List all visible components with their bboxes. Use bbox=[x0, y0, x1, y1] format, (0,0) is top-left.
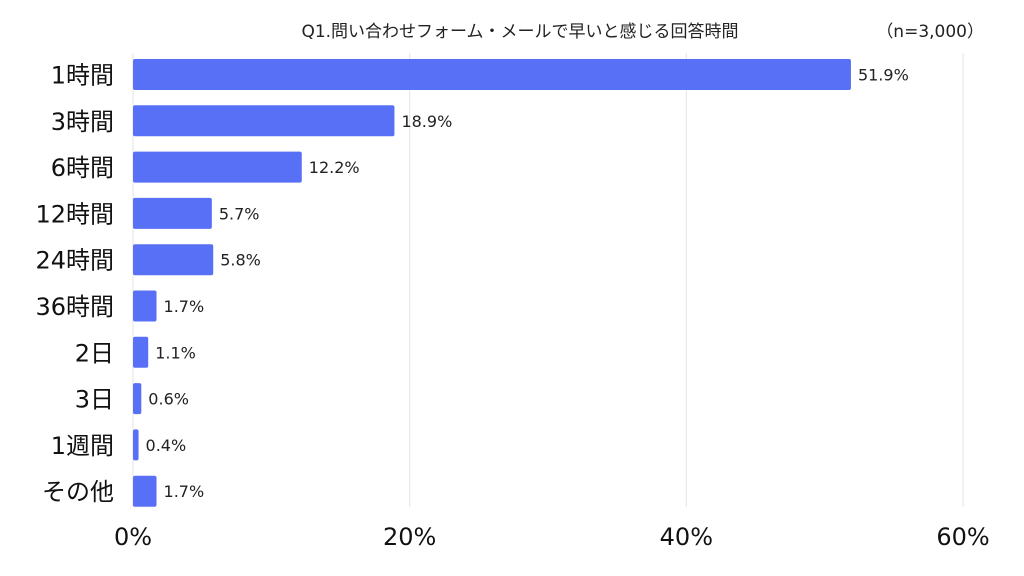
x-tick-label: 60% bbox=[936, 523, 989, 551]
bar bbox=[133, 290, 157, 322]
value-label: 1.7% bbox=[164, 482, 205, 501]
value-label: 0.6% bbox=[148, 390, 189, 409]
bar bbox=[133, 105, 395, 137]
category-label: 2日 bbox=[75, 339, 114, 367]
bar bbox=[133, 383, 142, 415]
category-label: 3日 bbox=[75, 386, 114, 414]
category-label: 24時間 bbox=[35, 247, 114, 275]
value-label: 12.2% bbox=[309, 158, 360, 177]
bar bbox=[133, 475, 157, 507]
category-label: その他 bbox=[42, 478, 114, 506]
sample-size-note: （n=3,000） bbox=[876, 22, 984, 42]
value-label: 0.4% bbox=[146, 436, 187, 455]
value-label: 5.8% bbox=[220, 251, 261, 270]
x-tick-label: 40% bbox=[660, 523, 713, 551]
bar bbox=[133, 59, 851, 90]
bar bbox=[133, 429, 139, 461]
value-label: 18.9% bbox=[401, 112, 452, 131]
category-label: 6時間 bbox=[51, 154, 114, 182]
category-label: 36時間 bbox=[35, 293, 114, 321]
bar bbox=[133, 197, 212, 229]
bar bbox=[133, 151, 302, 183]
value-label: 5.7% bbox=[219, 204, 260, 223]
value-label: 51.9% bbox=[858, 66, 909, 85]
value-label: 1.7% bbox=[164, 297, 205, 316]
bar bbox=[133, 244, 214, 276]
category-label: 1時間 bbox=[51, 62, 114, 90]
category-label: 3時間 bbox=[51, 108, 114, 136]
bar bbox=[133, 336, 149, 368]
category-label: 12時間 bbox=[35, 200, 114, 228]
x-tick-label: 0% bbox=[114, 523, 152, 551]
category-label: 1週間 bbox=[51, 432, 114, 460]
value-label: 1.1% bbox=[155, 343, 196, 362]
x-tick-label: 20% bbox=[383, 523, 436, 551]
chart-title: Q1.問い合わせフォーム・メールで早いと感じる回答時間 bbox=[301, 22, 739, 42]
